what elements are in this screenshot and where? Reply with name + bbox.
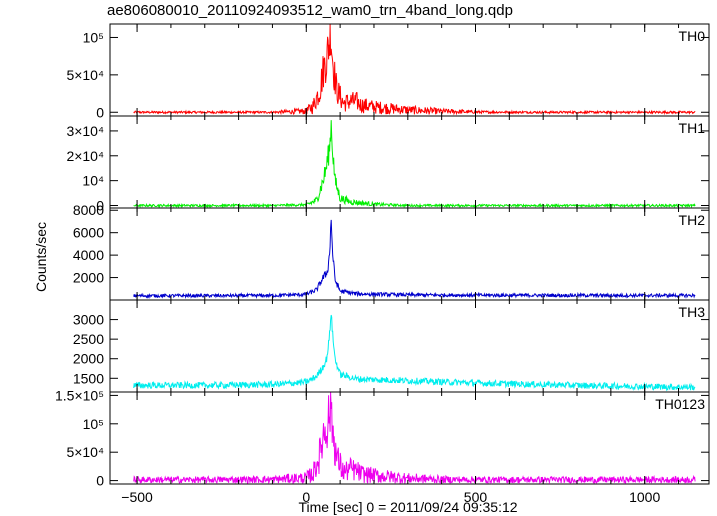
x-axis-label: Time [sec] 0 = 2011/09/24 09:35:12 <box>298 499 517 515</box>
y-tick-label: 4000 <box>73 247 104 263</box>
y-tick-label: 5×10⁴ <box>66 67 104 83</box>
panel-frame <box>109 23 710 117</box>
panel-label-th3: TH3 <box>679 304 706 320</box>
panel-frame <box>109 391 710 485</box>
series-line-th0 <box>133 24 696 116</box>
y-tick-label: 6000 <box>73 225 104 241</box>
y-tick-label: 3000 <box>73 312 104 328</box>
y-tick-label: 3×10⁴ <box>66 123 104 139</box>
panel-frame <box>109 299 710 393</box>
y-axis-label: Counts/sec <box>33 222 49 292</box>
panel-th2: 2000 4000 6000 8000 TH2 <box>73 202 710 301</box>
panel-label-th0123: TH0123 <box>655 396 705 412</box>
x-tick-label: 500 <box>464 489 488 505</box>
panels-layer: 0 5×10⁴ 10⁵ TH0 0 10⁴ 2×10⁴ 3×10⁴ TH1 2000 4000 600… <box>55 23 710 505</box>
y-tick-label: 1.5×10⁵ <box>55 387 104 403</box>
panel-th1: 0 10⁴ 2×10⁴ 3×10⁴ TH1 <box>66 115 710 214</box>
series-line-th0123 <box>133 392 696 485</box>
series-line-th2 <box>133 219 696 300</box>
y-tick-label: 10⁵ <box>83 29 104 45</box>
plot-title: ae806080010_20110924093512_wam0_trn_4ban… <box>107 2 513 19</box>
panel-label-th0: TH0 <box>679 28 706 44</box>
x-tick-label: 0 <box>302 489 310 505</box>
y-tick-label: 2000 <box>73 351 104 367</box>
x-tick-label: −500 <box>121 489 153 505</box>
panel-th3: 1500 2000 2500 3000 TH3 <box>73 299 710 393</box>
y-tick-label: 0 <box>96 104 104 120</box>
y-tick-label: 2×10⁴ <box>66 148 104 164</box>
y-tick-label: 0 <box>96 198 104 214</box>
panel-label-th2: TH2 <box>679 212 706 228</box>
y-tick-label: 0 <box>96 473 104 489</box>
panel-label-th1: TH1 <box>679 120 706 136</box>
series-line-th1 <box>133 120 696 209</box>
y-tick-label: 2000 <box>73 270 104 286</box>
y-tick-label: 10⁵ <box>83 416 104 432</box>
y-tick-label: 5×10⁴ <box>66 444 104 460</box>
y-tick-label: 8000 <box>73 202 104 218</box>
panel-frame <box>109 115 710 209</box>
y-tick-label: 10⁴ <box>82 173 104 189</box>
x-tick-label: 1000 <box>629 489 660 505</box>
panel-th0123: 0 5×10⁴ 10⁵ 1.5×10⁵ TH0123 <box>55 387 710 489</box>
series-line-th3 <box>133 314 696 392</box>
y-tick-label: 2500 <box>73 331 104 347</box>
panel-frame <box>109 207 710 301</box>
y-tick-label: 1500 <box>73 370 104 386</box>
panel-th0: 0 5×10⁴ 10⁵ TH0 <box>66 23 710 120</box>
